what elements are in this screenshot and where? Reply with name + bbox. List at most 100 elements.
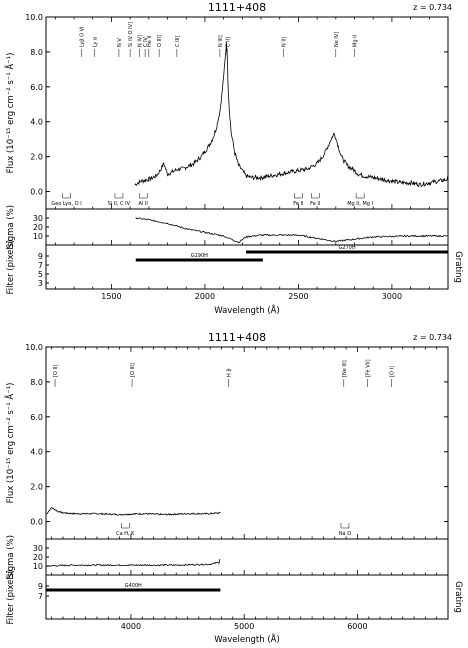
flux-ytick-label: 10.0 bbox=[25, 13, 43, 22]
absorption-label: Mg II, Mg I bbox=[347, 201, 373, 207]
emission-line-label: [O III] bbox=[130, 363, 136, 377]
chart-2: 1111+408 z = 0.734 0.0 2.0 4.0 6.0 8.0 10.0 1… bbox=[4, 331, 463, 645]
filter-ytick-label: 5 bbox=[38, 270, 43, 279]
absorption-bracket bbox=[294, 193, 303, 199]
chart-1: 1111+408 z = 0.734 0.0 2.0 4.0 6.0 8.0 10.0 1… bbox=[4, 1, 463, 316]
emission-line-label: He II bbox=[147, 36, 153, 47]
sigma-ytick-label: 10 bbox=[33, 562, 43, 571]
absorption-bracket bbox=[138, 193, 148, 199]
flux-ytick-label: 6.0 bbox=[30, 413, 43, 422]
xtick-label: 2500 bbox=[288, 292, 308, 301]
chart-2-filter-ylabel: Filter (pixels) bbox=[6, 570, 16, 625]
absorption-bracket bbox=[62, 193, 71, 199]
chart-1-flux-ylabel: Flux (10⁻¹⁵ erg cm⁻² s⁻¹ Å⁻¹) bbox=[4, 53, 16, 174]
chart-1-title: 1111+408 bbox=[208, 1, 266, 14]
chart-2-flux-yticks: 0.0 2.0 4.0 6.0 8.0 10.0 bbox=[25, 343, 448, 527]
absorption-bracket bbox=[340, 523, 350, 529]
chart-2-flux-ylabel: Flux (10⁻¹⁵ erg cm⁻² s⁻¹ Å⁻¹) bbox=[4, 383, 16, 504]
emission-line-label: [O I] bbox=[389, 366, 395, 377]
chart-1-gratings: G190H G270H bbox=[135, 245, 448, 262]
absorption-label: Geo Lyα, O I bbox=[51, 201, 81, 207]
emission-line-label: C III] bbox=[175, 35, 181, 47]
absorption-label: Na D bbox=[339, 531, 351, 537]
emission-line-label: N V bbox=[117, 38, 123, 47]
grating-name: G400H bbox=[125, 583, 142, 589]
chart-1-absorption-labels: Geo Lyα, O I Si II, C IV Al II Fe II Fe II Mg… bbox=[51, 193, 373, 207]
chart-1-redshift: z = 0.734 bbox=[413, 3, 452, 12]
xtick-label: 5000 bbox=[234, 622, 254, 631]
filter-ytick-label: 9 bbox=[38, 582, 43, 591]
emission-line-label: N IV] bbox=[137, 35, 143, 47]
absorption-label: Ca H, K bbox=[116, 531, 135, 537]
sigma-ytick-label: 30 bbox=[33, 544, 43, 553]
flux-ytick-label: 8.0 bbox=[30, 48, 43, 57]
xtick-label: 6000 bbox=[347, 622, 367, 631]
chart-2-emission-labels: [O II] [O III] H β [Ne III] [Fe VII] [O I] bbox=[53, 359, 395, 387]
chart-2-redshift: z = 0.734 bbox=[413, 333, 452, 342]
flux-ytick-label: 2.0 bbox=[30, 483, 43, 492]
emission-line-label: [Ne III] bbox=[342, 360, 348, 377]
chart-2-filter-yticks: 79 bbox=[38, 582, 49, 601]
chart-2-grating-label: Grating bbox=[453, 581, 463, 613]
absorption-bracket bbox=[310, 193, 320, 199]
grating-name: G270H bbox=[338, 245, 355, 251]
chart-1-xticks: 1500 2000 2500 3000 bbox=[54, 17, 449, 301]
emission-line-label: Si IV O IV] bbox=[128, 22, 134, 47]
chart-1-filter-frame bbox=[45, 244, 449, 290]
chart-2-gratings: G400H bbox=[46, 583, 221, 592]
emission-line-label: C II] bbox=[225, 37, 231, 47]
emission-line-label: [O II] bbox=[53, 365, 59, 377]
chart-2-filter-frame bbox=[45, 574, 449, 620]
sigma-ytick-label: 20 bbox=[33, 553, 43, 562]
flux-ytick-label: 2.0 bbox=[30, 153, 43, 162]
absorption-bracket bbox=[121, 523, 130, 529]
flux-ytick-label: 4.0 bbox=[30, 448, 43, 457]
chart-1-flux-series bbox=[134, 41, 449, 188]
sigma-ytick-label: 20 bbox=[33, 223, 43, 232]
filter-ytick-label: 7 bbox=[38, 592, 43, 601]
chart-2-xlabel: Wavelength (Å) bbox=[214, 633, 280, 645]
sigma-ytick-label: 30 bbox=[33, 214, 43, 223]
xtick-label: 3000 bbox=[382, 292, 402, 301]
absorption-bracket bbox=[355, 193, 365, 199]
filter-ytick-label: 3 bbox=[38, 279, 43, 288]
chart-2-title: 1111+408 bbox=[208, 331, 266, 344]
absorption-label: Fe II bbox=[310, 201, 320, 207]
chart-1-filter-ylabel: Filter (pixels) bbox=[6, 240, 16, 295]
emission-line-label: Ly α bbox=[93, 36, 99, 47]
chart-1-sigma-ylabel: Sigma (%) bbox=[6, 205, 16, 249]
chart-2-sigma-series bbox=[45, 559, 221, 567]
xtick-label: 2000 bbox=[195, 292, 215, 301]
chart-1-flux-yticks: 0.0 2.0 4.0 6.0 8.0 10.0 bbox=[25, 13, 448, 197]
flux-ytick-label: 10.0 bbox=[25, 343, 43, 352]
chart-2-flux-series bbox=[45, 507, 221, 516]
absorption-bracket bbox=[114, 193, 124, 199]
chart-2-absorption-labels: Ca H, K Na D bbox=[116, 523, 351, 537]
chart-1-sigma-series bbox=[135, 217, 448, 243]
emission-line-label: C IV bbox=[143, 36, 149, 47]
filter-ytick-label: 9 bbox=[38, 252, 43, 261]
absorption-label: Si II, C IV bbox=[108, 201, 131, 207]
emission-line-label: O III] bbox=[157, 35, 163, 47]
xtick-label: 4000 bbox=[121, 622, 141, 631]
flux-ytick-label: 0.0 bbox=[30, 518, 43, 527]
chart-1-xlabel: Wavelength (Å) bbox=[214, 304, 280, 316]
chart-2-flux-frame bbox=[45, 346, 449, 540]
chart-1-sigma-frame bbox=[45, 208, 449, 246]
emission-line-label: N II] bbox=[281, 37, 287, 47]
flux-ytick-label: 0.0 bbox=[30, 188, 43, 197]
grating-name: G190H bbox=[191, 253, 208, 259]
emission-line-label: Mg II bbox=[353, 35, 359, 47]
emission-line-label: Ne IV] bbox=[334, 32, 340, 47]
absorption-label: Fe II bbox=[293, 201, 303, 207]
chart-1-grating-label: Grating bbox=[453, 251, 463, 283]
xtick-label: 1500 bbox=[101, 292, 121, 301]
flux-ytick-label: 4.0 bbox=[30, 118, 43, 127]
chart-2-xticks: 4000 5000 6000 bbox=[51, 347, 449, 631]
emission-line-label: Lyβ O VI bbox=[80, 27, 86, 48]
